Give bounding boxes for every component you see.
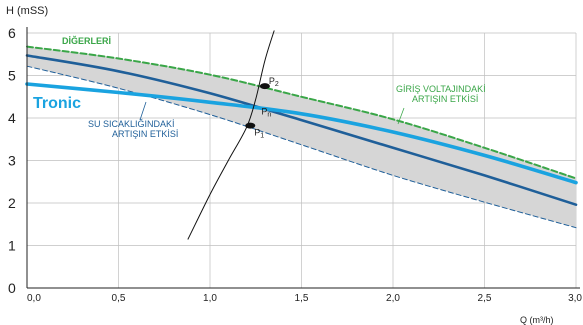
- series-standard-line: [25, 54, 578, 206]
- y-axis-label: H (mSS): [6, 5, 48, 17]
- y-tick-label: 0: [8, 280, 16, 296]
- operating-point-marker: [259, 83, 270, 90]
- y-tick-label: 6: [8, 25, 16, 41]
- annotation-voltage-line2: ARTIŞIN ETKİSİ: [412, 94, 478, 104]
- tolerance-band: [27, 46, 576, 228]
- series-lines: [25, 30, 578, 240]
- operating-point-subscript: 1: [260, 133, 264, 140]
- x-tick-label: 1,0: [203, 293, 217, 304]
- x-tick-label: 2,0: [386, 293, 400, 304]
- annotation-temperature-line2: ARTIŞIN ETKİSİ: [112, 129, 178, 139]
- series-others-dashed-line: [26, 45, 577, 180]
- y-tick-label: 2: [8, 195, 16, 211]
- x-axis-label: Q (m³/h): [520, 315, 554, 325]
- annotation-voltage-leader: [397, 107, 405, 125]
- operating-point-marker: [245, 122, 256, 129]
- y-tick-label: 1: [8, 238, 16, 254]
- operating-point-subscript: 2: [275, 81, 279, 88]
- annotation-temperature-line1: SU SICAKLIĞINDAKİ: [88, 119, 175, 129]
- series-tronic-line: [25, 82, 578, 185]
- operating-points: P1 P2 Pn: [245, 76, 279, 140]
- y-tick-label: 4: [8, 110, 16, 126]
- y-tick-label: 5: [8, 68, 16, 84]
- operating-point-subscript: n: [267, 111, 271, 118]
- x-tick-label: 2,5: [478, 293, 492, 304]
- annotation-tronic: Tronic: [33, 95, 81, 112]
- annotation-temperature-leader: [139, 101, 147, 121]
- x-tick-label: 1,5: [295, 293, 309, 304]
- annotation-others: DİĞERLERİ: [62, 35, 111, 46]
- x-tick-label: 3,0: [568, 293, 582, 304]
- x-tick-label: 0,0: [27, 293, 41, 304]
- x-tick-label: 0,5: [112, 293, 126, 304]
- axes: 0 1 2 3 4 5 6 0,0 0,5 1,0 1,5 2,0 2,5 3,0: [8, 25, 582, 304]
- operating-point-label: P1: [254, 128, 264, 140]
- operating-point-label: Pn: [261, 106, 271, 118]
- operating-point-label: P2: [269, 76, 279, 88]
- annotation-voltage-line1: GİRİŞ VOLTAJINDAKİ: [396, 84, 486, 94]
- y-tick-label: 3: [8, 153, 16, 169]
